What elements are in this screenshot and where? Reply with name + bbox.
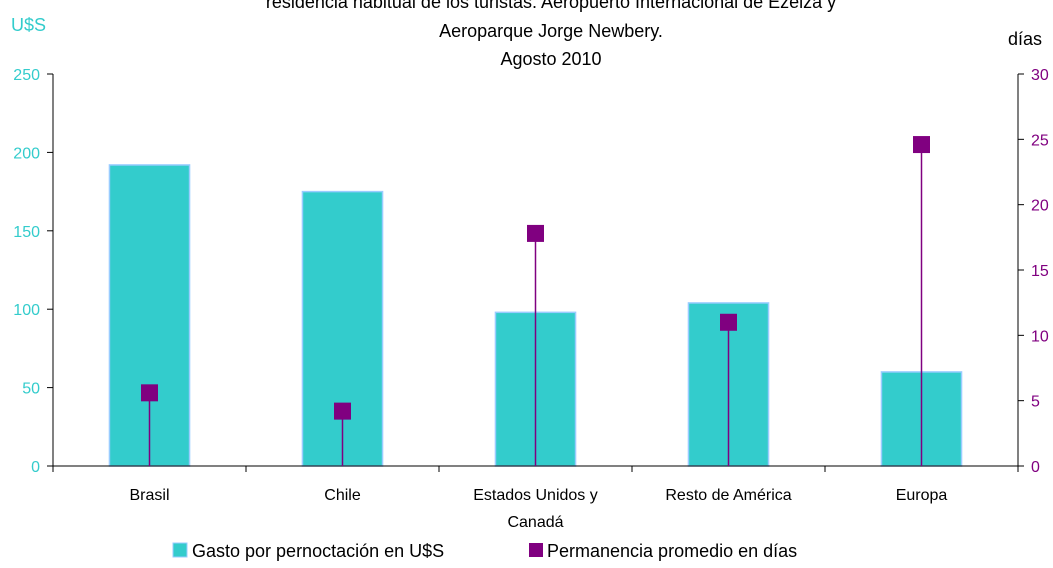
marker-permanencia-2 <box>527 224 544 242</box>
chart-title-line-3: Agosto 2010 <box>500 49 601 69</box>
right-axis-tick-label: 30 <box>1031 67 1049 84</box>
right-axis-tick-label: 20 <box>1031 198 1049 215</box>
x-axis-category-label: Europa <box>896 487 948 504</box>
right-axis-tick-label: 15 <box>1031 263 1049 280</box>
left-axis-tick-label: 0 <box>31 459 40 476</box>
x-axis-category-label: Estados Unidos y <box>473 487 598 504</box>
right-axis-unit-label: días <box>1008 29 1042 49</box>
chart-title-line-2: Aeroparque Jorge Newbery. <box>439 21 663 41</box>
left-axis-tick-label: 200 <box>13 145 40 162</box>
legend-swatch-permanencia <box>529 543 543 557</box>
right-axis-tick-label: 0 <box>1031 459 1040 476</box>
chart-title: residencia habitual de los turistas. Aer… <box>266 0 836 69</box>
x-axis-category-label: Chile <box>324 487 361 504</box>
left-axis-tick-label: 100 <box>13 302 40 319</box>
chart-title-line-1: residencia habitual de los turistas. Aer… <box>266 0 836 12</box>
right-axis-tick-label: 5 <box>1031 394 1040 411</box>
marker-permanencia-0 <box>141 384 158 402</box>
marker-permanencia-3 <box>720 313 737 331</box>
x-axis-category-label: Resto de América <box>665 487 791 504</box>
marker-permanencia-1 <box>334 402 351 420</box>
marker-permanencia-4 <box>913 136 930 154</box>
right-axis-tick-label: 10 <box>1031 328 1049 345</box>
right-axis-tick-label: 25 <box>1031 132 1049 149</box>
legend-label-gasto: Gasto por pernoctación en U$S <box>192 541 444 561</box>
x-axis-category-label: Brasil <box>129 487 169 504</box>
left-axis-tick-label: 50 <box>22 381 40 398</box>
legend-label-permanencia: Permanencia promedio en días <box>547 541 797 561</box>
x-axis-category-label: Canadá <box>507 514 563 531</box>
legend-swatch-gasto <box>172 542 188 558</box>
left-axis-tick-label: 150 <box>13 224 40 241</box>
left-axis-tick-label: 250 <box>13 67 40 84</box>
legend: Gasto por pernoctación en U$S Permanenci… <box>172 541 797 561</box>
left-axis-unit-label: U$S <box>11 15 46 35</box>
plot-area: 0 50 100 150 200 250 0 5 10 15 20 25 30 Brasil Chile Es… <box>13 67 1049 531</box>
